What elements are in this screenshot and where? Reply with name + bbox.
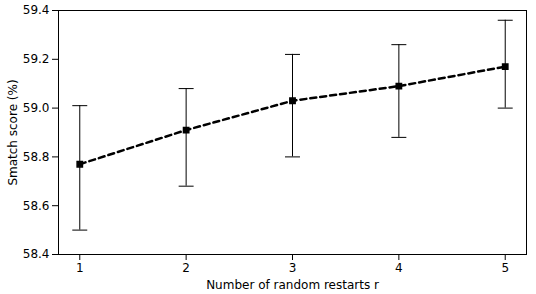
svg-text:2: 2: [182, 261, 190, 275]
svg-text:59.2: 59.2: [23, 52, 50, 66]
svg-text:58.8: 58.8: [23, 150, 50, 164]
svg-text:5: 5: [501, 261, 509, 275]
svg-text:59.0: 59.0: [23, 101, 50, 115]
svg-text:1: 1: [76, 261, 84, 275]
svg-text:3: 3: [289, 261, 297, 275]
svg-text:58.6: 58.6: [23, 199, 50, 213]
svg-text:59.4: 59.4: [23, 3, 50, 17]
svg-text:Number of random restarts r: Number of random restarts r: [206, 278, 379, 292]
svg-text:4: 4: [395, 261, 403, 275]
svg-text:Smatch score (%): Smatch score (%): [6, 79, 20, 185]
svg-text:58.4: 58.4: [23, 247, 50, 261]
